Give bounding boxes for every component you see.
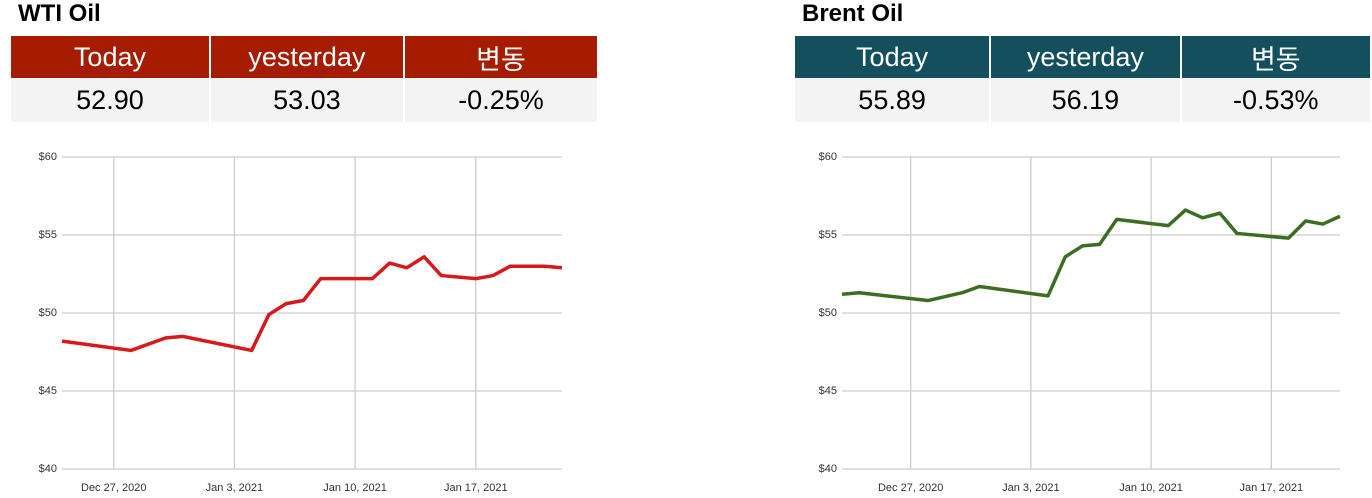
x-tick-label: Jan 17, 2021	[444, 482, 508, 494]
y-tick-label: $45	[39, 385, 57, 397]
table-header: Today	[795, 36, 992, 78]
price-line	[841, 208, 1341, 303]
table-header: Today	[11, 36, 211, 78]
y-tick-label: $40	[819, 463, 837, 475]
table-cell: 55.89	[795, 78, 992, 122]
y-tick-label: $50	[819, 307, 837, 319]
table-cell: -0.53%	[1181, 78, 1372, 122]
y-tick-label: $50	[39, 307, 57, 319]
table-cell: 52.90	[11, 78, 211, 122]
y-tick-label: $60	[819, 151, 837, 163]
table-header: yesterday	[991, 36, 1182, 78]
x-tick-label: Jan 10, 2021	[323, 482, 387, 494]
table-cell: -0.25%	[404, 78, 599, 122]
table-header: 변동	[404, 36, 599, 78]
x-tick-label: Jan 10, 2021	[1119, 482, 1183, 494]
table-cell: 56.19	[991, 78, 1182, 122]
y-tick-label: $45	[819, 385, 837, 397]
panel-title: Brent Oil	[802, 0, 904, 27]
panel-title: WTI Oil	[18, 0, 101, 27]
table-header: 변동	[1181, 36, 1372, 78]
x-tick-label: Dec 27, 2020	[81, 482, 146, 494]
y-tick-label: $55	[39, 229, 57, 241]
price-line	[61, 255, 563, 353]
x-tick-label: Jan 3, 2021	[1002, 482, 1060, 494]
table-header: yesterday	[210, 36, 405, 78]
y-tick-label: $40	[39, 463, 57, 475]
x-tick-label: Jan 17, 2021	[1239, 482, 1303, 494]
y-tick-label: $60	[39, 151, 57, 163]
x-tick-label: Jan 3, 2021	[206, 482, 264, 494]
y-tick-label: $55	[819, 229, 837, 241]
table-cell: 53.03	[210, 78, 405, 122]
x-tick-label: Dec 27, 2020	[878, 482, 943, 494]
